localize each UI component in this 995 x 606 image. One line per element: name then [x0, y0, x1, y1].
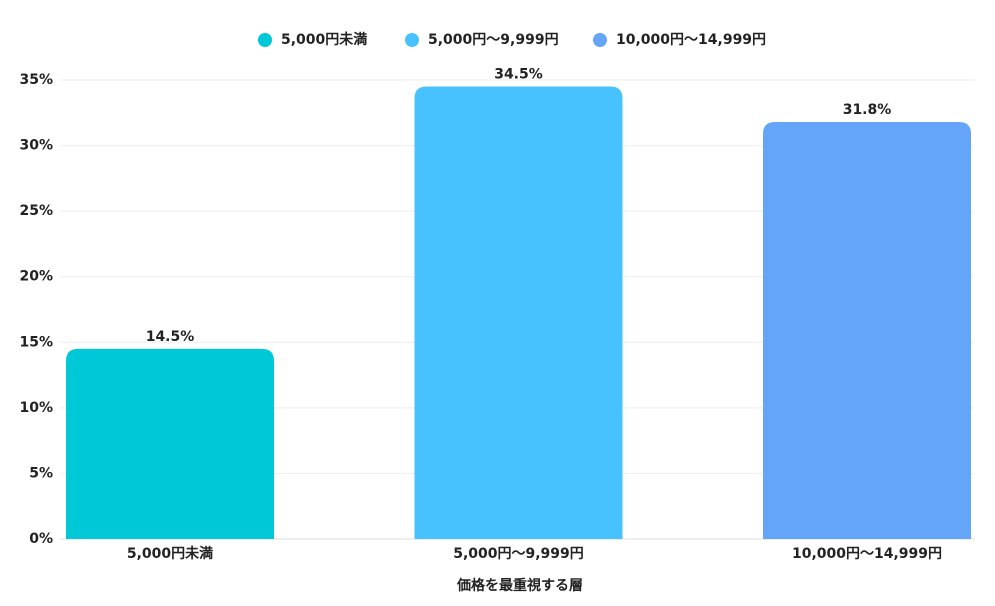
legend-label: 10,000円〜14,999円 [616, 32, 766, 48]
legend-marker [258, 33, 272, 47]
data-label: 31.8% [843, 102, 892, 118]
x-tick-label: 5,000円未満 [127, 545, 213, 562]
y-tick-label: 15% [19, 334, 53, 350]
y-tick-label: 30% [19, 138, 53, 154]
y-tick-label: 5% [29, 465, 53, 481]
legend-label: 5,000円未満 [281, 31, 367, 48]
y-tick-label: 20% [19, 269, 53, 285]
legend-marker [405, 33, 419, 47]
y-tick-label: 35% [19, 72, 53, 88]
data-label: 34.5% [494, 67, 543, 83]
y-tick-label: 10% [19, 400, 53, 416]
data-label: 14.5% [146, 329, 195, 345]
legend-marker [593, 33, 607, 47]
x-tick-label: 10,000円〜14,999円 [792, 546, 942, 562]
legend-label: 5,000円〜9,999円 [428, 32, 559, 48]
x-tick-label: 5,000円〜9,999円 [453, 546, 584, 562]
y-tick-label: 25% [19, 203, 53, 219]
bar [66, 348, 274, 539]
bar [414, 86, 623, 540]
x-axis-title: 価格を最重視する層 [456, 577, 583, 594]
y-tick-label: 0% [29, 531, 53, 547]
bar [763, 121, 971, 540]
